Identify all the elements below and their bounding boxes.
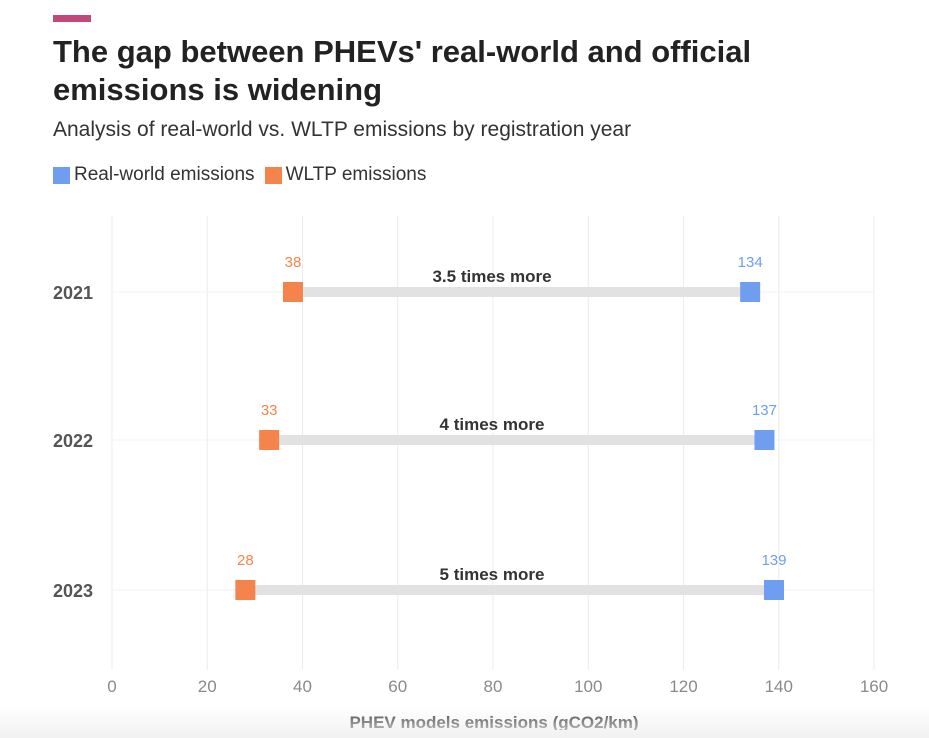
x-tick-label: 140	[765, 677, 793, 696]
legend: Real-world emissions WLTP emissions	[53, 164, 436, 186]
x-tick-label: 60	[388, 677, 407, 696]
y-category-label: 2022	[53, 431, 93, 451]
wltp-data-label: 28	[237, 552, 254, 569]
legend-label-wltp: WLTP emissions	[285, 164, 427, 185]
real-world-marker	[763, 580, 784, 600]
dumbbell-chart: 0 20 40 60 80 100 120 140 160 PHEV models emissio…	[53, 216, 888, 730]
x-tick-label: 100	[574, 677, 602, 696]
x-tick-label: 120	[669, 677, 697, 696]
wltp-marker	[259, 430, 280, 450]
x-tick-label: 40	[293, 677, 312, 696]
x-axis-label: PHEV models emissions (gCO2/km)	[349, 713, 638, 730]
y-category-label: 2021	[53, 283, 93, 303]
wltp-data-label: 38	[285, 254, 302, 271]
wltp-marker	[282, 282, 303, 302]
real-world-marker	[754, 430, 775, 450]
gap-annotation: 3.5 times more	[432, 267, 551, 286]
wltp-data-label: 33	[261, 402, 278, 419]
y-category-label: 2023	[53, 581, 93, 601]
legend-swatch-real-world	[53, 166, 70, 184]
x-tick-label: 80	[484, 677, 503, 696]
gap-annotation: 4 times more	[440, 415, 545, 434]
wltp-marker	[235, 580, 256, 600]
gap-annotation: 5 times more	[440, 565, 545, 584]
x-tick-label: 0	[107, 677, 116, 696]
legend-item-wltp: WLTP emissions	[264, 164, 427, 186]
accent-bar	[53, 15, 91, 22]
x-tick-label: 160	[860, 677, 888, 696]
legend-swatch-wltp	[264, 166, 282, 184]
real-world-data-label: 134	[738, 254, 763, 271]
real-world-data-label: 137	[752, 402, 777, 419]
real-world-marker	[740, 282, 761, 302]
chart-subtitle: Analysis of real-world vs. WLTP emission…	[53, 118, 632, 141]
legend-label-real-world: Real-world emissions	[74, 164, 255, 185]
x-tick-label: 20	[198, 677, 217, 696]
legend-item-real-world: Real-world emissions	[53, 164, 255, 186]
real-world-data-label: 139	[761, 552, 786, 569]
chart-title: The gap between PHEVs' real-world and of…	[53, 34, 752, 107]
